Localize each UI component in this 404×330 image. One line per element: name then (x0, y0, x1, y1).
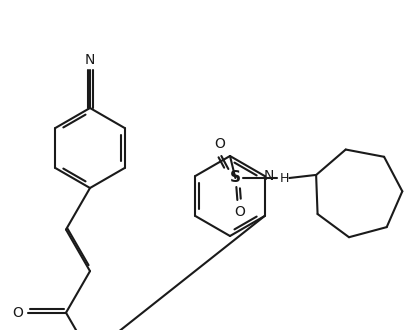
Text: N: N (264, 169, 274, 183)
Text: O: O (12, 306, 23, 320)
Text: N: N (85, 53, 95, 67)
Text: S: S (230, 171, 241, 185)
Text: O: O (214, 137, 225, 151)
Text: O: O (234, 205, 245, 219)
Text: H: H (279, 172, 289, 184)
